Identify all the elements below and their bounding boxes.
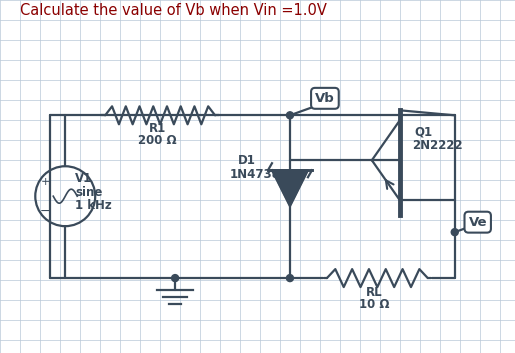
Circle shape <box>286 112 294 119</box>
Text: Q1: Q1 <box>415 125 433 138</box>
Circle shape <box>286 275 294 282</box>
Text: 10 Ω: 10 Ω <box>359 298 390 311</box>
Text: R1: R1 <box>148 122 166 135</box>
Text: V1: V1 <box>75 172 93 185</box>
Text: D1: D1 <box>238 154 256 167</box>
Text: −: − <box>40 205 50 218</box>
Circle shape <box>451 229 458 236</box>
Text: Vb: Vb <box>315 92 335 105</box>
Text: Calculate the value of Vb when Vin =1.0V: Calculate the value of Vb when Vin =1.0V <box>20 4 327 18</box>
Text: Ve: Ve <box>469 216 487 229</box>
Polygon shape <box>272 170 308 206</box>
Text: 1N4738A: 1N4738A <box>230 168 290 181</box>
Text: 2N2222: 2N2222 <box>412 139 462 152</box>
Text: 200 Ω: 200 Ω <box>138 134 177 147</box>
Text: RL: RL <box>366 286 383 299</box>
Text: 1 kHz: 1 kHz <box>75 199 112 212</box>
Text: +: + <box>41 177 50 187</box>
Circle shape <box>171 275 179 282</box>
Text: sine: sine <box>75 186 102 199</box>
